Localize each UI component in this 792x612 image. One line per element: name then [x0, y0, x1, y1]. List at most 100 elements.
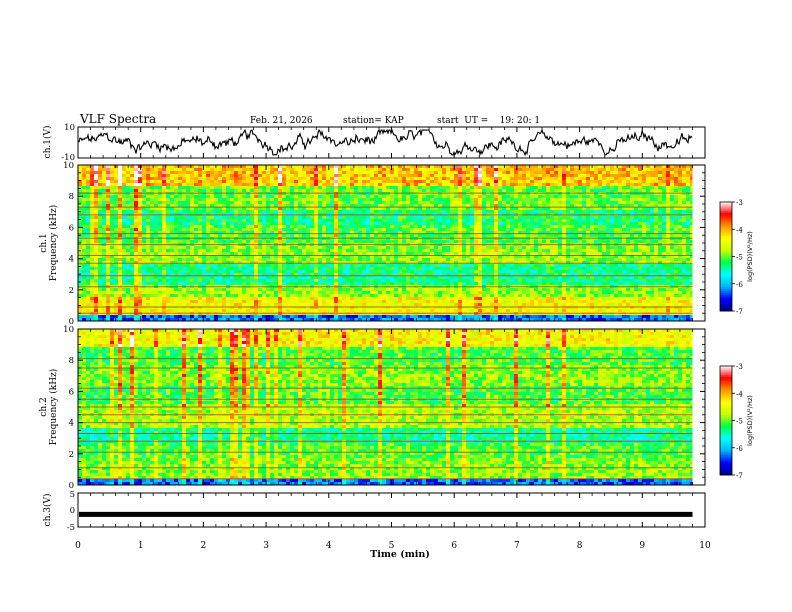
spectrogram-cell — [146, 231, 151, 235]
spectrogram-cell — [286, 279, 291, 283]
spectrogram-cell — [86, 171, 91, 175]
spectrogram-cell — [446, 246, 451, 250]
spectrogram-cell — [370, 216, 375, 220]
spectrogram-cell — [178, 168, 183, 172]
spectrogram-cell — [206, 249, 211, 253]
spectrogram-cell — [198, 282, 203, 286]
spectrogram-cell — [454, 267, 459, 271]
spectrogram-cell — [166, 249, 171, 253]
spectrogram-cell — [146, 201, 151, 205]
spectrogram-cell — [450, 291, 455, 295]
spectrogram-cell — [190, 201, 195, 205]
spectrogram-cell — [226, 258, 231, 262]
spectrogram-cell — [154, 300, 159, 304]
spectrogram-cell — [226, 303, 231, 307]
spectrogram-cell — [326, 273, 331, 277]
spectrogram-cell — [438, 264, 443, 268]
spectrogram-cell — [182, 240, 187, 244]
spectrogram-cell — [318, 189, 323, 193]
spectrogram-cell — [450, 192, 455, 196]
spectrogram-cell — [446, 267, 451, 271]
spectrogram-cell — [314, 297, 319, 301]
spectrogram-cell — [346, 207, 351, 211]
spectrogram-cell — [322, 216, 327, 220]
spectrogram-cell — [302, 198, 307, 202]
spectrogram-cell — [370, 231, 375, 235]
spectrogram-cell — [294, 276, 299, 280]
spectrogram-cell — [386, 294, 391, 298]
spectrogram-cell — [122, 231, 127, 235]
spectrogram-cell — [130, 261, 135, 265]
spectrogram-cell — [134, 315, 139, 319]
spectrogram-cell — [98, 258, 103, 262]
spectrogram-cell — [118, 165, 123, 169]
spectrogram-cell — [234, 168, 239, 172]
spectrogram-cell — [190, 267, 195, 271]
spectrogram-cell — [82, 279, 87, 283]
spectrogram-cell — [122, 216, 127, 220]
spectrogram-cell — [422, 306, 427, 310]
spectrogram-cell — [318, 165, 323, 169]
spectrogram-cell — [182, 210, 187, 214]
spectrogram-cell — [246, 165, 251, 169]
spectrogram-cell — [270, 291, 275, 295]
spectrogram-cell — [386, 276, 391, 280]
spectrogram-cell — [274, 192, 279, 196]
spectrogram-cell — [398, 258, 403, 262]
spectrogram-cell — [246, 168, 251, 172]
spectrogram-cell — [262, 177, 267, 181]
spectrogram-cell — [362, 264, 367, 268]
spectrogram-cell — [214, 315, 219, 319]
spectrogram-cell — [298, 168, 303, 172]
spectrogram-cell — [106, 180, 111, 184]
spectrogram-cell — [186, 201, 191, 205]
spectrogram-cell — [402, 168, 407, 172]
spectrogram-cell — [186, 225, 191, 229]
spectrogram-cell — [406, 249, 411, 253]
spectrogram-cell — [134, 171, 139, 175]
spectrogram-cell — [98, 201, 103, 205]
spectrogram-cell — [114, 306, 119, 310]
spectrogram-cell — [406, 192, 411, 196]
spectrogram-cell — [370, 177, 375, 181]
spectrogram-cell — [118, 297, 123, 301]
spectrogram-cell — [262, 228, 267, 232]
spectrogram-cell — [214, 258, 219, 262]
spectrogram-cell — [458, 234, 463, 238]
spectrogram-cell — [178, 231, 183, 235]
spectrogram-cell — [290, 315, 295, 319]
spectrogram-cell — [362, 252, 367, 256]
spectrogram-cell — [150, 201, 155, 205]
spectrogram-cell — [194, 297, 199, 301]
spectrogram-cell — [106, 252, 111, 256]
spectrogram-cell — [114, 249, 119, 253]
spectrogram-cell — [322, 249, 327, 253]
spectrogram-cell — [246, 279, 251, 283]
spectrogram-cell — [354, 300, 359, 304]
spectrogram-cell — [94, 309, 99, 313]
spectrogram-cell — [82, 234, 87, 238]
spectrogram-cell — [438, 186, 443, 190]
spectrogram-cell — [150, 300, 155, 304]
spectrogram-cell — [382, 246, 387, 250]
spectrogram-cell — [186, 258, 191, 262]
spectrogram-cell — [306, 294, 311, 298]
spectrogram-cell — [310, 177, 315, 181]
spectrogram-cell — [294, 291, 299, 295]
spectrogram-cell — [214, 225, 219, 229]
spectrogram-cell — [102, 270, 107, 274]
spectrogram-cell — [106, 168, 111, 172]
spectrogram-cell — [382, 225, 387, 229]
spectrogram-cell — [210, 261, 215, 265]
spectrogram-cell — [434, 240, 439, 244]
spectrogram-cell — [346, 189, 351, 193]
spectrogram-cell — [222, 303, 227, 307]
spectrogram-cell — [146, 303, 151, 307]
spectrogram-cell — [86, 192, 91, 196]
spectrogram-cell — [186, 264, 191, 268]
spectrogram-cell — [186, 288, 191, 292]
spectrogram-cell — [226, 219, 231, 223]
spectrogram-cell — [354, 318, 359, 322]
spectrogram-cell — [406, 219, 411, 223]
spectrogram-cell — [234, 165, 239, 169]
